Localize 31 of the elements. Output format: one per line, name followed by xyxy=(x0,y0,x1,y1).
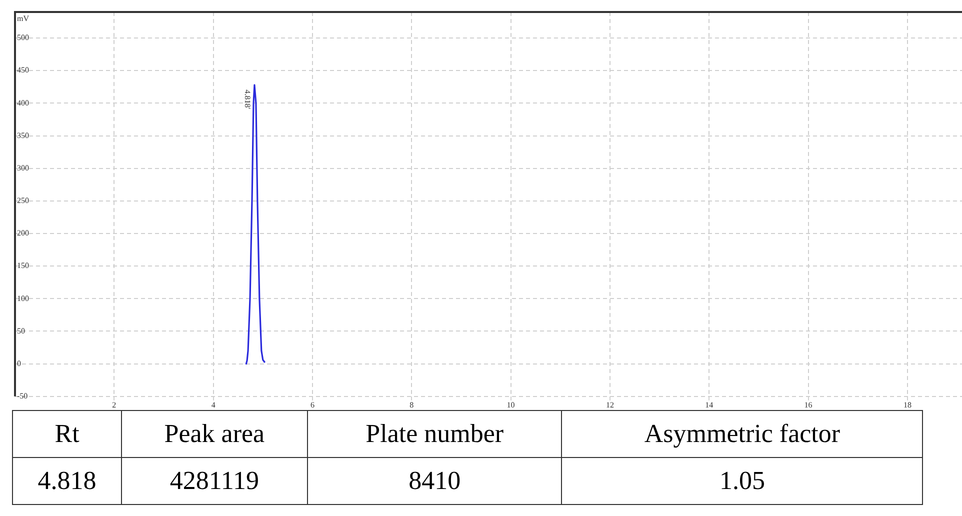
y-tick-label: 350 xyxy=(17,130,29,140)
x-tick-label: 10 xyxy=(506,400,515,410)
x-tick-label: 12 xyxy=(606,400,614,410)
text: 4.818 xyxy=(12,458,122,504)
y-tick-label: 250 xyxy=(17,196,29,206)
y-tick-label: 150 xyxy=(17,261,29,270)
y-tick-label: 300 xyxy=(17,163,29,172)
y-axis-title: mV xyxy=(17,14,30,24)
x-tick-label: 8 xyxy=(410,400,414,410)
y-tick-label: 0 xyxy=(17,358,21,368)
x-tick-label: 4 xyxy=(211,400,216,410)
x-tick-label: 18 xyxy=(903,400,912,410)
x-tick-label: 2 xyxy=(112,400,116,410)
y-tick-label: 400 xyxy=(17,98,29,108)
annotation: 4.818' xyxy=(242,90,252,110)
x-tick-label: 14 xyxy=(705,400,714,410)
y-tick-label: 450 xyxy=(17,66,29,75)
x-tick-label: 16 xyxy=(804,400,812,410)
text: 1.05 xyxy=(562,458,922,504)
x-tick-label: 6 xyxy=(310,400,314,410)
y-tick-label: 50 xyxy=(17,326,25,336)
text: Peak area xyxy=(122,410,308,458)
y-tick-label: 100 xyxy=(17,294,29,303)
text: Rt xyxy=(12,410,122,458)
y-tick-label: 500 xyxy=(17,33,29,42)
text: Plate number xyxy=(307,410,562,458)
text: Asymmetric factor xyxy=(562,410,922,458)
text: 4281119 xyxy=(122,458,308,504)
y-tick-label: -50 xyxy=(17,391,28,400)
y-tick-label: 200 xyxy=(17,228,29,238)
text: 8410 xyxy=(307,458,562,504)
